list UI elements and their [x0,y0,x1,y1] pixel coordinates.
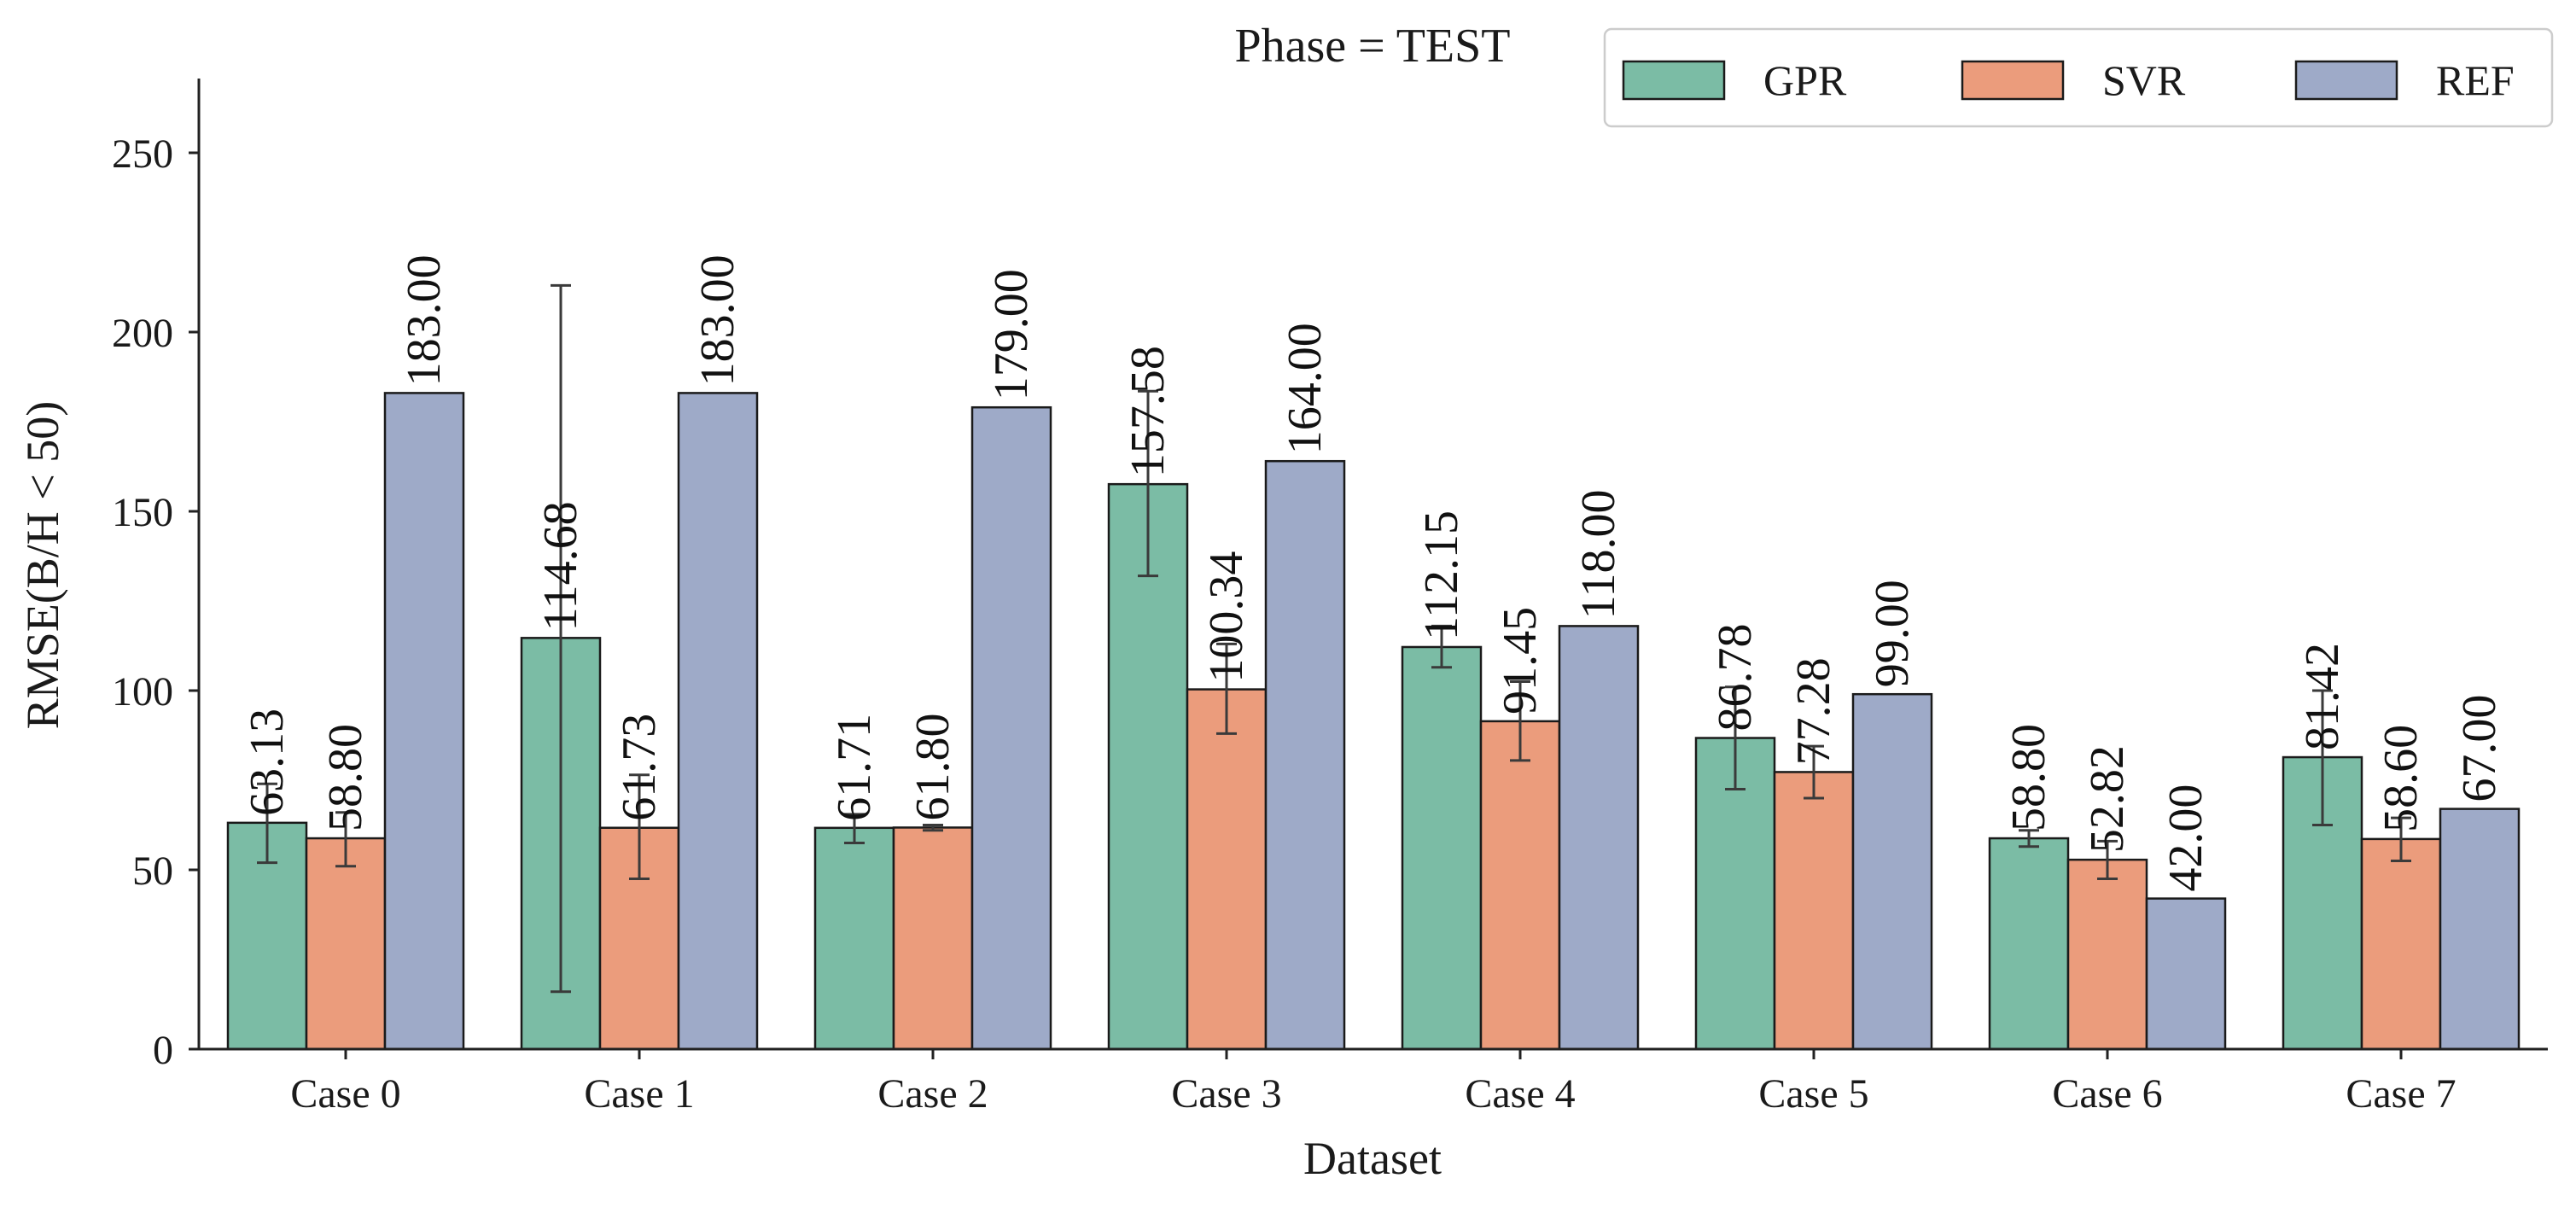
x-tick-label-7: Case 7 [2346,1071,2456,1117]
error-bar-svr-1 [629,773,650,880]
value-label-gpr-4: 112.15 [1415,510,1468,640]
x-tick-label-1: Case 1 [584,1071,694,1117]
legend: GPR SVR REF [1603,27,2554,128]
legend-item-ref: REF [2294,56,2515,104]
value-label-ref-0: 183.00 [398,254,451,386]
value-label-ref-7: 67.00 [2453,695,2506,802]
error-bar-gpr-2 [844,813,865,844]
bar-svr-4 [1479,720,1561,1051]
value-label-svr-7: 58.60 [2375,725,2427,832]
value-label-gpr-1: 114.68 [534,501,587,631]
legend-label-gpr: GPR [1763,56,1847,104]
bar-gpr-4 [1401,645,1483,1051]
bar-svr-0 [305,837,387,1051]
x-tick-label-2: Case 2 [877,1071,988,1117]
error-bar-svr-5 [1804,744,1824,800]
value-labels: 63.13 58.80 183.00 114.68 61.73 183.00 61.71 61… [241,254,2506,891]
value-label-gpr-0: 63.13 [241,709,294,816]
plot-area [226,283,2521,1051]
value-label-svr-5: 77.28 [1787,657,1840,765]
value-label-svr-4: 91.45 [1494,607,1547,714]
bar-ref-3 [1264,459,1346,1051]
value-label-svr-1: 61.73 [613,714,666,821]
x-axis-title: Dataset [1303,1133,1442,1184]
y-tick-label-5: 250 [112,131,173,177]
y-tick-label-2: 100 [112,669,173,714]
error-bar-gpr-4 [1431,624,1452,669]
bar-gpr-2 [813,826,895,1051]
x-tick-label-5: Case 5 [1758,1071,1868,1117]
y-axis-title: RMSE(B/H < 50) [17,401,68,730]
bar-svr-6 [2066,858,2148,1051]
legend-swatch-ref [2294,60,2398,101]
bar-ref-4 [1558,625,1640,1051]
error-bar-gpr-7 [2312,689,2333,826]
x-tick-label-6: Case 6 [2052,1071,2162,1117]
error-bar-gpr-3 [1138,389,1158,578]
error-bar-svr-2 [923,824,943,832]
legend-label-ref: REF [2436,56,2515,104]
bar-svr-5 [1773,771,1855,1051]
value-label-ref-6: 42.00 [2159,784,2212,892]
y-tick-label-3: 150 [112,490,173,535]
chart-title: Phase = TEST [1235,20,1511,73]
axes: Case 0 Case 1 Case 2 Case 3 Case 4 Case 5 Case… [17,20,2548,1184]
value-label-ref-3: 164.00 [1279,323,1332,454]
error-bar-svr-4 [1510,680,1530,762]
x-tick-label-3: Case 3 [1171,1071,1281,1117]
bar-ref-1 [677,392,759,1051]
error-bar-svr-0 [335,811,356,868]
error-bar-svr-7 [2391,816,2411,862]
value-label-svr-6: 52.82 [2081,745,2134,853]
value-label-ref-4: 118.00 [1572,489,1625,619]
bar-ref-5 [1851,692,1933,1051]
bar-svr-2 [892,826,974,1051]
error-bar-gpr-5 [1725,685,1746,790]
error-bar-gpr-6 [2019,829,2039,849]
legend-item-gpr: GPR [1622,56,1847,104]
legend-swatch-gpr [1622,60,1726,101]
y-tick-label-1: 50 [132,849,173,894]
error-bar-gpr-1 [551,283,571,994]
legend-swatch-svr [1961,60,2065,101]
value-label-ref-5: 99.00 [1866,580,1919,687]
value-label-svr-3: 100.34 [1200,551,1253,683]
bar-ref-7 [2439,808,2521,1051]
y-tick-label-4: 200 [112,311,173,356]
legend-label-svr: SVR [2102,56,2186,104]
legend-item-svr: SVR [1961,56,2186,104]
value-label-svr-0: 58.80 [319,724,372,831]
error-bar-svr-6 [2097,839,2118,880]
value-label-gpr-7: 81.42 [2296,643,2349,750]
error-bar-gpr-0 [257,782,277,865]
bar-gpr-6 [1988,837,2070,1051]
value-label-ref-2: 179.00 [985,269,1038,400]
value-label-svr-2: 61.80 [906,713,959,820]
value-label-gpr-6: 58.80 [2002,724,2055,831]
error-bar-svr-3 [1216,642,1237,735]
bar-svr-7 [2360,837,2442,1051]
bar-ref-0 [383,392,465,1051]
value-label-gpr-2: 61.71 [828,714,881,821]
bar-ref-2 [970,405,1052,1051]
value-label-gpr-3: 157.58 [1122,346,1174,477]
bar-ref-6 [2145,897,2227,1051]
bar-gpr-3 [1107,482,1189,1051]
x-tick-label-4: Case 4 [1465,1071,1575,1117]
legend-frame [1603,27,2554,128]
y-tick-label-0: 0 [153,1028,173,1073]
value-label-gpr-5: 86.78 [1709,624,1762,732]
bar-svr-3 [1186,688,1268,1051]
x-tick-label-0: Case 0 [290,1071,400,1117]
value-label-ref-1: 183.00 [691,254,744,386]
